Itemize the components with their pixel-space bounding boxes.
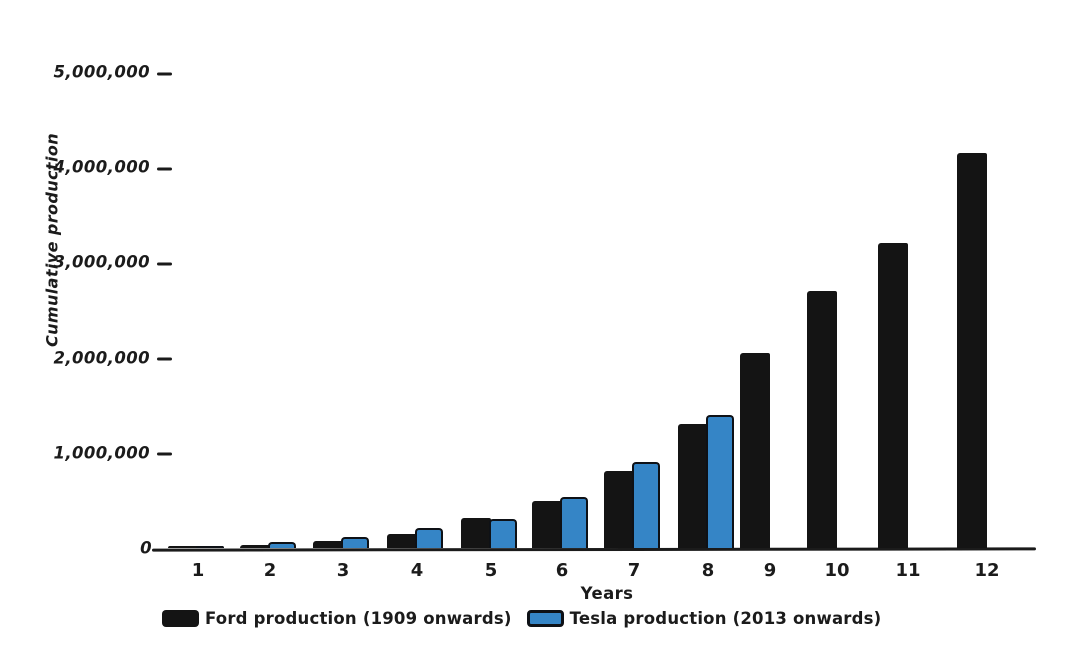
legend-label-ford: Ford production (1909 onwards) [205,609,512,628]
x-tick-label-4: 4 [410,560,424,581]
legend-label-tesla: Tesla production (2013 onwards) [569,609,882,628]
legend-item-ford: Ford production (1909 onwards) [162,609,512,628]
y-tick-3000000: 3,000,000 [53,253,172,272]
y-tick-label: 2,000,000 [53,348,150,368]
y-tick-1000000: 1,000,000 [53,443,172,462]
bar-tesla-year-1 [196,545,224,548]
y-tick-label: 0 [140,538,152,558]
y-tick-2000000: 2,000,000 [53,348,172,367]
y-tick-0: 0 [140,539,172,558]
bar-tesla-year-8 [706,414,734,548]
x-tick-label-11: 11 [895,560,921,581]
bar-ford-year-7 [604,470,634,548]
bar-ford-year-9 [740,352,770,548]
bar-tesla-year-6 [560,496,588,548]
bar-ford-year-1 [168,545,198,548]
y-tick-mark [157,167,172,171]
y-tick-mark [157,357,172,361]
bar-ford-year-5 [461,517,491,548]
bar-ford-year-10 [807,290,837,548]
legend: Ford production (1909 onwards) Tesla prod… [162,609,881,628]
x-tick-label-6: 6 [555,560,569,581]
x-tick-label-1: 1 [191,560,205,581]
bar-tesla-year-4 [415,528,443,548]
x-tick-label-8: 8 [701,560,715,581]
x-tick-label-12: 12 [974,560,1000,581]
x-axis-title: Years [580,584,634,603]
legend-swatch-ford [162,610,199,627]
legend-swatch-tesla [526,610,564,627]
x-tick-label-7: 7 [627,560,641,581]
bar-ford-year-8 [678,424,708,548]
bar-ford-year-12 [957,152,987,548]
bar-tesla-year-7 [632,462,660,548]
y-tick-mark [157,72,172,75]
bar-tesla-year-3 [341,536,369,548]
bar-ford-year-2 [240,545,270,548]
y-tick-label: 4,000,000 [53,157,150,177]
y-tick-mark [157,452,172,456]
y-tick-label: 1,000,000 [53,443,150,463]
x-tick-label-2: 2 [263,560,277,581]
bar-tesla-year-5 [489,519,517,548]
x-tick-label-10: 10 [824,560,850,581]
y-tick-4000000: 4,000,000 [53,158,172,177]
bar-ford-year-11 [878,243,908,548]
legend-item-tesla: Tesla production (2013 onwards) [526,609,882,628]
y-tick-5000000: 5,000,000 [53,63,172,82]
x-tick-label-5: 5 [484,560,498,581]
y-tick-mark [157,262,172,266]
y-axis-ticks: 5,000,000 4,000,000 3,000,000 2,000,000 1,00… [0,0,172,652]
y-tick-label: 3,000,000 [53,252,150,272]
bar-ford-year-3 [313,541,343,548]
x-tick-label-9: 9 [763,560,777,581]
bar-ford-year-6 [532,501,562,548]
x-tick-label-3: 3 [336,560,350,581]
y-tick-label: 5,000,000 [53,62,150,82]
bar-ford-year-4 [387,533,417,548]
bar-tesla-year-2 [268,542,296,548]
